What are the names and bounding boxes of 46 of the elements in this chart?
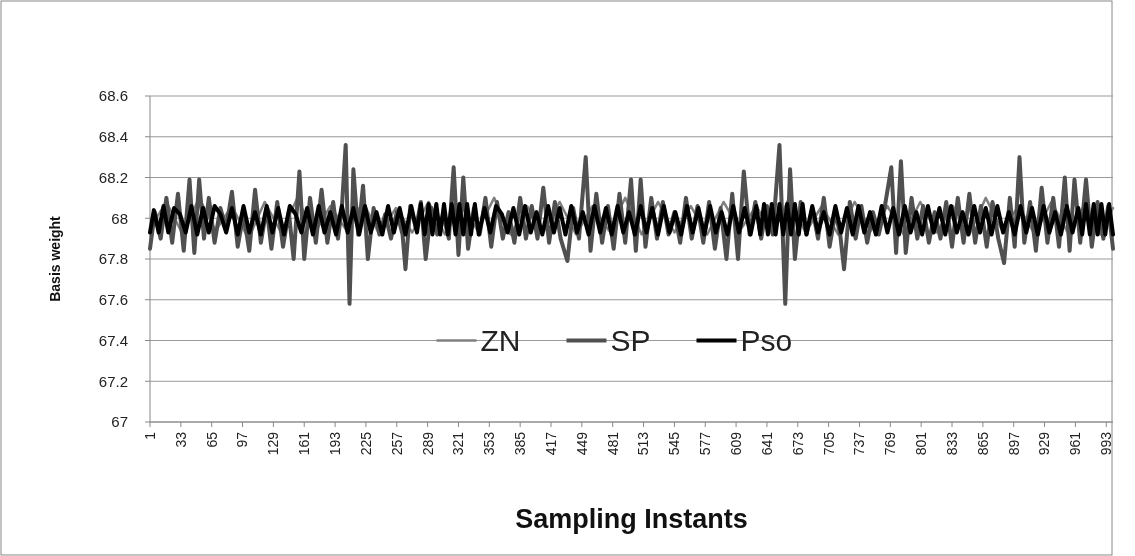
- y-tick-label: 68.6: [98, 87, 128, 105]
- y-tick-label: 68.2: [98, 168, 128, 186]
- x-tick-label: 65: [203, 431, 220, 448]
- x-tick-label: 33: [172, 431, 189, 448]
- y-tick-label: 67.4: [98, 331, 128, 349]
- x-tick-label: 449: [573, 431, 590, 456]
- y-tick-label: 67.2: [98, 372, 128, 390]
- y-axis-title: Basis weight: [47, 215, 63, 302]
- x-tick-label: 961: [1067, 431, 1084, 456]
- x-tick-label: 865: [974, 431, 991, 456]
- x-tick-label: 641: [758, 431, 775, 456]
- x-tick-label: 833: [943, 431, 960, 456]
- legend-label: ZN: [480, 324, 521, 357]
- x-tick-label: 193: [326, 431, 343, 456]
- y-tick-label: 67: [111, 413, 128, 431]
- x-tick-label: 289: [419, 431, 436, 456]
- x-tick-label: 353: [481, 431, 498, 456]
- x-tick-label: 609: [727, 431, 744, 456]
- x-tick-label: 993: [1098, 431, 1115, 456]
- y-tick-label: 68.4: [98, 128, 128, 145]
- x-axis-title: Sampling Instants: [515, 504, 748, 534]
- x-tick-label: 481: [604, 431, 621, 456]
- x-tick-label: 673: [789, 431, 806, 456]
- x-tick-label: 257: [388, 431, 405, 456]
- x-tick-label: 385: [512, 431, 529, 456]
- x-tick-label: 321: [450, 431, 467, 456]
- x-tick-label: 769: [882, 431, 899, 456]
- legend-label: SP: [610, 324, 651, 357]
- y-tick-label: 68: [111, 209, 128, 227]
- x-tick-label: 801: [913, 431, 930, 456]
- x-tick-label: 705: [820, 431, 837, 456]
- x-tick-label: 545: [666, 431, 683, 456]
- x-tick-label: 577: [697, 431, 714, 456]
- x-tick-label: 161: [296, 431, 313, 456]
- x-tick-label: 897: [1005, 431, 1022, 456]
- y-tick-label: 67.8: [98, 250, 128, 268]
- x-tick-label: 417: [542, 431, 559, 456]
- x-tick-label: 737: [851, 431, 868, 456]
- y-tick-label: 67.6: [98, 291, 128, 308]
- x-tick-label: 97: [234, 431, 251, 448]
- x-tick-label: 225: [357, 431, 374, 456]
- x-tick-label: 513: [635, 431, 652, 456]
- x-tick-label: 1: [141, 431, 158, 440]
- legend-label: Pso: [740, 324, 793, 357]
- x-tick-label: 929: [1036, 431, 1053, 456]
- x-tick-label: 129: [265, 431, 282, 456]
